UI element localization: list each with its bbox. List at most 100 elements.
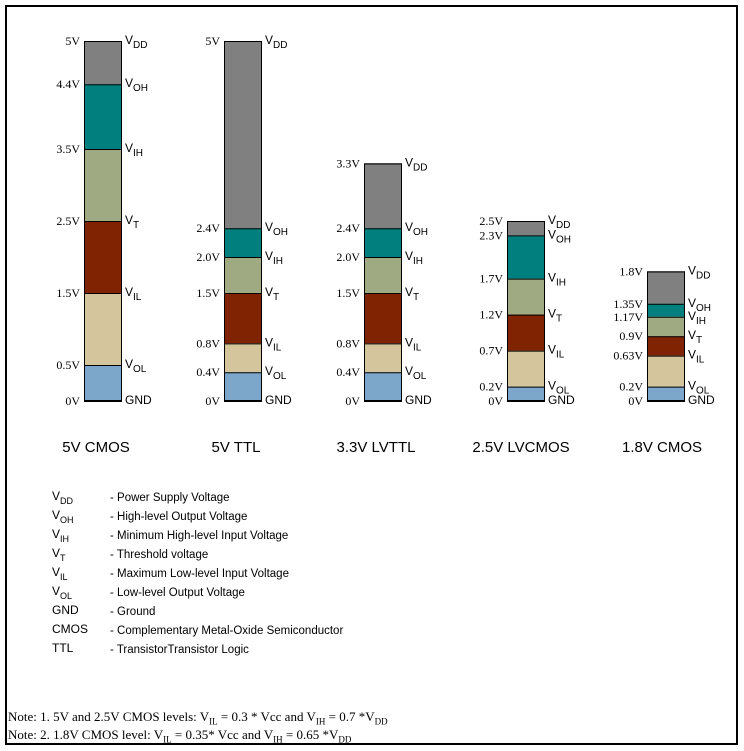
level-symbol-sub: T [273,292,279,303]
level-symbol-main: V [548,213,556,227]
level-symbol: VDD [405,155,427,173]
level-symbol-main: V [125,213,133,227]
legend-symbol-sub: IH [60,534,70,544]
level-symbol: GND [405,393,432,407]
level-symbol: VDD [265,33,287,51]
legend-symbol-sub: OH [60,515,74,525]
bar-segment [647,386,685,401]
level-symbol: GND [548,393,575,407]
level-value-label: 0V [345,394,360,408]
note-2-vih: V [263,727,274,742]
level-symbol-main: V [125,33,133,47]
level-value-label: 1.5V [336,286,360,300]
legend-description: - Low-level Output Voltage [110,587,245,599]
level-symbol: VT [688,328,702,346]
level-value-label: 2.0V [196,250,220,264]
note-2-vil: V [153,727,164,742]
level-symbol-main: V [405,335,413,349]
level-value-label: 2.4V [196,221,220,235]
level-symbol: VDD [688,263,710,281]
level-symbol-sub: DD [556,220,570,231]
level-symbol-main: V [405,364,413,378]
level-symbol-sub: OL [556,386,570,397]
level-symbol: VT [265,285,279,303]
bar-segment [364,163,402,229]
level-symbol-sub: OH [556,234,571,245]
bar-segment [647,316,685,337]
legend-description: - TransistorTransistor Logic [110,644,249,656]
level-value-label: 0.4V [196,365,220,379]
legend-description: - Complementary Metal-Oxide Semiconducto… [110,625,344,637]
level-symbol: VOL [688,379,710,397]
level-value-label: 1.7V [479,272,503,286]
note-1-vih-sub: IH [315,716,326,727]
level-symbol-main: V [405,249,413,263]
standard-name: 5V TTL [212,439,261,456]
level-symbol-main: V [688,309,696,323]
level-symbol-sub: OH [413,227,428,238]
level-symbol-main: V [405,220,413,234]
level-value-label: 0.8V [196,336,220,350]
level-symbol-main: V [265,33,273,47]
legend-symbol-sub: DD [60,496,74,506]
bar-segment [224,372,262,401]
level-symbol-main: V [548,307,556,321]
note-2-vdd: V [328,727,339,742]
bar-segment [364,228,402,257]
legend-symbol-main: V [52,508,61,522]
level-symbol: VIH [405,249,423,267]
bar-segment [224,293,262,344]
level-symbol-sub: IH [696,316,706,327]
level-symbol-sub: DD [696,270,710,281]
level-symbol: VIH [688,309,706,327]
level-symbol-main: V [265,364,273,378]
bar-segment [507,386,545,401]
level-symbol-sub: IH [413,256,423,267]
level-value-label: 2.5V [479,214,503,228]
level-symbol: VIL [688,348,705,366]
level-symbol: VT [548,307,562,325]
level-symbol-main: V [548,227,556,241]
level-value-label: 0V [205,394,220,408]
bar-segment [507,221,545,236]
legend-symbol-main: V [52,546,61,560]
level-symbol-sub: DD [413,162,427,173]
level-symbol-main: V [688,263,696,277]
level-value-label: 0V [488,394,503,408]
legend-description: - Threshold voltage [110,549,209,561]
level-symbol-main: V [265,220,273,234]
level-symbol: GND [125,393,152,407]
bar-segment [364,293,402,344]
level-symbol-sub: T [133,220,139,231]
legend-symbol-sub: OL [60,591,73,601]
note-2-vih-eq: = 0.65 * [282,727,329,742]
note-2-vdd-sub: DD [338,734,352,745]
note-1-vih: V [306,709,316,724]
level-value-label: 0.63V [613,349,643,363]
legend-symbol-main: TTL [52,641,74,655]
bar-segment [364,257,402,293]
note-1-vdd-sub: DD [374,716,388,727]
level-symbol: VIL [548,343,565,361]
note-1-vil-eq: = 0.3 * Vcc and [217,709,307,724]
level-symbol-sub: DD [133,40,147,51]
legend-symbol: VOL [52,584,107,601]
level-symbol-sub: OH [273,227,288,238]
bar-segment [84,293,122,365]
legend-symbol: CMOS [52,622,107,636]
level-symbol: VIH [125,141,143,159]
legend-description: - Power Supply Voltage [110,492,230,504]
level-symbol-main: GND [548,393,575,407]
level-value-label: 1.5V [196,286,220,300]
legend-symbol: VIL [52,565,107,582]
level-value-label: 2.0V [336,250,360,264]
level-symbol-main: V [688,348,696,362]
legend-symbol: VT [52,546,107,563]
bar-segment [84,149,122,221]
bar-segment [507,314,545,351]
bar-segment [84,365,122,401]
note-2-vih-sub: IH [273,734,283,745]
bar-segment [647,336,685,356]
